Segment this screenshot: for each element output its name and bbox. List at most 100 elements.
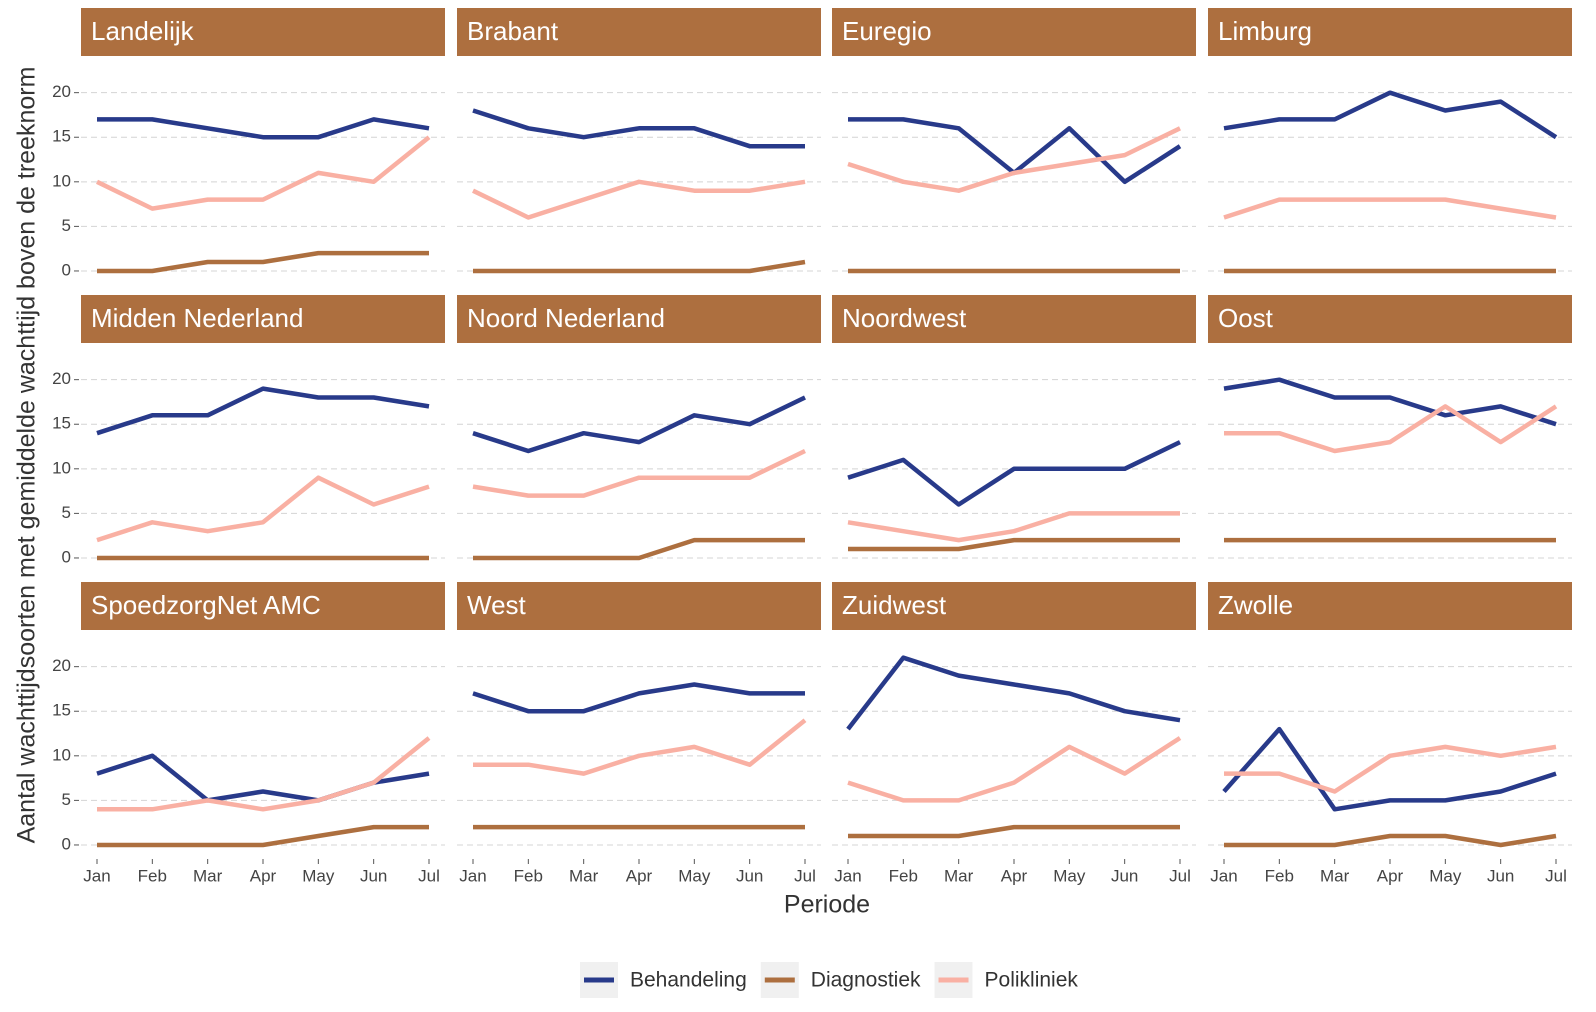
- series-line: [1222, 726, 1557, 812]
- strip: [832, 295, 1196, 343]
- x-axis-title: Periode: [784, 891, 870, 919]
- series-line: [847, 440, 1181, 507]
- y-tick-label: 5: [62, 216, 71, 235]
- series-line: [846, 655, 1181, 731]
- legend-label: Diagnostiek: [811, 969, 921, 992]
- panel-title: West: [467, 590, 527, 620]
- y-tick-label: 15: [52, 414, 71, 433]
- panel-title: Limburg: [1218, 16, 1312, 46]
- x-tick-label: Feb: [1265, 866, 1294, 885]
- x-tick-label: Feb: [138, 866, 167, 885]
- strip: [81, 582, 445, 630]
- y-tick-label: 15: [52, 127, 71, 146]
- x-tick-label: Apr: [250, 866, 277, 885]
- series-line: [472, 395, 806, 454]
- y-tick-label: 20: [52, 369, 71, 388]
- series-line: [847, 511, 1180, 543]
- strip: [1208, 582, 1572, 630]
- x-tick-label: Apr: [626, 866, 653, 885]
- y-tick-label: 0: [62, 547, 71, 566]
- series-line: [1223, 90, 1558, 140]
- x-tick-label: Jan: [459, 866, 486, 885]
- x-tick-label: Jun: [1487, 866, 1514, 885]
- series-line: [847, 736, 1182, 803]
- legend-label: Behandeling: [630, 969, 747, 992]
- x-tick-label: May: [1053, 866, 1086, 885]
- series-line: [96, 475, 430, 543]
- x-tick-label: Jun: [736, 866, 763, 885]
- series-line: [96, 135, 431, 211]
- series-line: [97, 736, 431, 812]
- series-line: [1224, 744, 1557, 794]
- series-line: [1223, 377, 1557, 427]
- panel-title: Noord Nederland: [467, 303, 665, 333]
- x-tick-label: May: [302, 866, 335, 885]
- x-tick-label: Mar: [193, 866, 223, 885]
- y-tick-label: 10: [52, 458, 71, 477]
- x-tick-label: Mar: [569, 866, 599, 885]
- panel-title: Noordwest: [842, 303, 967, 333]
- x-tick-label: Jul: [1545, 866, 1567, 885]
- strip: [832, 8, 1196, 56]
- x-tick-label: Jan: [1210, 866, 1237, 885]
- y-tick-label: 0: [62, 260, 71, 279]
- y-tick-label: 10: [52, 171, 71, 190]
- series-line: [97, 250, 429, 274]
- strip: [81, 295, 445, 343]
- strip: [457, 582, 821, 630]
- series-line: [472, 682, 805, 714]
- strip: [81, 8, 445, 56]
- x-tick-label: Apr: [1001, 866, 1028, 885]
- series-line: [472, 448, 806, 498]
- x-tick-label: Jan: [83, 866, 110, 885]
- series-line: [473, 537, 805, 561]
- y-tick-label: 5: [62, 503, 71, 522]
- x-tick-label: Jun: [360, 866, 387, 885]
- strip: [457, 8, 821, 56]
- legend-label: Polikliniek: [985, 969, 1079, 992]
- series-line: [473, 718, 807, 776]
- x-tick-label: Jan: [834, 866, 861, 885]
- panel-title: SpoedzorgNet AMC: [91, 590, 321, 620]
- y-axis-title: Aantal wachttijdsoorten met gemiddelde w…: [13, 67, 41, 844]
- y-tick-label: 5: [62, 790, 71, 809]
- y-tick-label: 0: [62, 834, 71, 853]
- x-tick-label: Jul: [418, 866, 440, 885]
- series-line: [472, 108, 805, 149]
- x-tick-label: Feb: [889, 866, 918, 885]
- panel-title: Oost: [1218, 303, 1274, 333]
- series-line: [848, 824, 1180, 839]
- series-line: [472, 179, 806, 220]
- x-tick-label: Jul: [1169, 866, 1191, 885]
- strip: [832, 582, 1196, 630]
- panel-title: Midden Nederland: [91, 303, 303, 333]
- y-tick-label: 20: [52, 656, 71, 675]
- series-line: [97, 117, 430, 140]
- y-tick-label: 10: [52, 745, 71, 764]
- strip: [1208, 295, 1572, 343]
- strip: [457, 295, 821, 343]
- series-line: [847, 126, 1181, 193]
- y-tick-label: 20: [52, 82, 71, 101]
- x-tick-label: May: [1429, 866, 1462, 885]
- panel-title: Euregio: [842, 16, 932, 46]
- x-tick-label: Jul: [794, 866, 816, 885]
- y-tick-label: 15: [52, 701, 71, 720]
- x-tick-label: Mar: [944, 866, 974, 885]
- series-line: [96, 386, 430, 436]
- panel-title: Zuidwest: [842, 590, 947, 620]
- x-tick-label: Mar: [1320, 866, 1350, 885]
- panel-title: Zwolle: [1218, 590, 1293, 620]
- series-line: [1224, 404, 1558, 454]
- series-line: [473, 259, 806, 274]
- x-tick-label: Feb: [514, 866, 543, 885]
- series-line: [97, 824, 429, 848]
- series-line: [1224, 833, 1557, 848]
- panel-title: Landelijk: [91, 16, 195, 46]
- x-tick-label: May: [678, 866, 711, 885]
- series-line: [848, 537, 1180, 552]
- panel-title: Brabant: [467, 16, 559, 46]
- x-tick-label: Jun: [1111, 866, 1138, 885]
